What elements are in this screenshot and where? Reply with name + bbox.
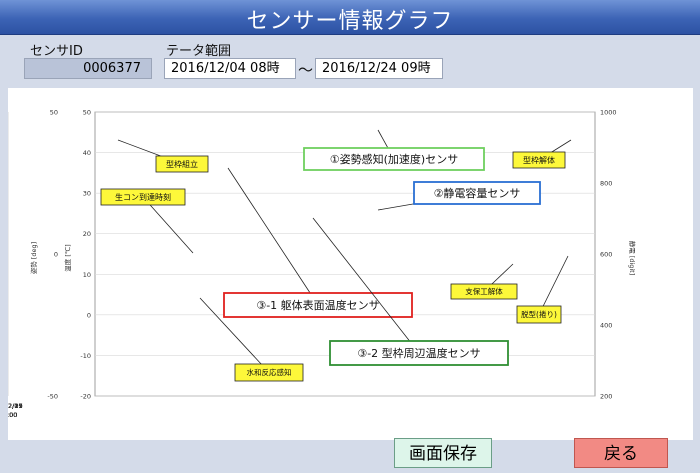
annotation-formwork-removal-box [512,151,566,169]
y-left-tick-label: 30 [83,190,91,198]
y-left-posture-axis-title: 姿勢 [deg] [29,242,38,274]
x-tick-time-label: 00:00 [8,411,17,419]
x-tick-date-label: 16/12/13 [8,402,23,410]
y-right-tick-label: 600 [600,251,612,259]
annotation-hydration-box [234,363,304,382]
callout-formwork-temp-sensor-box [329,340,509,366]
x-tick-date-label: 16/12/09 [8,402,23,410]
range-label: テータ範囲 [166,44,232,59]
x-tick-date-label: 16/12/15 [8,402,23,410]
annotation-formwork-assembly-box [155,155,209,173]
y-left-tick-label: 0 [87,311,91,319]
sensor-chart: 型枠組立期間コンクリート養生期間の情報を検知～記録 16/12/0500:0016… [0,88,637,419]
x-tick-time-label: 00:00 [8,411,17,419]
x-tick-time-label: 00:00 [8,411,17,419]
x-tick-time-label: 00:00 [8,411,17,419]
range-end-field[interactable]: 2016/12/24 09時 [315,58,443,79]
annotation-concrete-arrival-box [100,188,186,206]
annotation-hydration-label: 水和反応感知 [247,367,292,377]
y-left-tick-label: -10 [80,352,91,360]
annotation-shoring-removal-box [450,283,518,300]
y-left-outer-tick-label: -50 [47,393,58,401]
annotation-shoring-removal-label: 支保工解体 [465,286,503,296]
callout-surface-temp-sensor-leader [227,167,319,306]
x-tick-date-label: 16/12/23 [8,402,23,410]
annotation-demolding-box [516,305,562,324]
callout-surface-temp-sensor-label: ③-1 躯体表面温度センサ [256,298,379,312]
x-tick-date-label: 16/12/21 [8,402,23,410]
callout-capacitance-sensor-box [413,181,541,205]
y-left-tick-label: 50 [83,109,91,117]
y-left-tick-label: -20 [80,393,91,401]
window-title: センサー情報グラフ [246,9,454,34]
y-right-tick-label: 1000 [600,109,617,117]
callout-posture-sensor-box [303,147,485,171]
curing-period-label: コンクリート養生期間の情報を検知～記録 [8,93,75,102]
sensor-id-field: 0006377 [24,58,152,79]
annotation-formwork-removal-label: 型枠解体 [523,155,555,165]
annotation-demolding-label: 脱型(捲り) [521,309,557,319]
y-right-tick-label: 200 [600,393,612,401]
callout-posture-sensor-label: ①姿勢感知(加速度)センサ [330,152,458,166]
x-tick-time-label: 00:00 [8,411,17,419]
sensor-id-label: センサID [30,44,83,59]
y-left-tick-label: 10 [83,271,91,279]
y-left-temp-axis-title: 温度 [℃] [63,244,72,271]
save-screen-button[interactable]: 画面保存 [394,438,492,468]
x-tick-time-label: 00:00 [8,411,17,419]
callout-surface-temp-sensor-box [223,292,413,318]
x-tick-date-label: 16/12/07 [8,402,23,410]
annotation-demolding-leader [538,255,569,315]
title-bar: センサー情報グラフ [0,0,700,35]
annotation-hydration-leader [199,297,270,373]
callout-capacitance-sensor-label: ②静電容量センサ [434,186,521,200]
y-left-tick-label: 20 [83,230,91,238]
annotation-concrete-arrival-leader [142,196,194,254]
x-tick-date-label: 16/12/05 [8,402,23,410]
y-right-tick-label: 400 [600,322,612,330]
x-tick-time-label: 00:00 [8,411,17,419]
back-button[interactable]: 戻る [574,438,668,468]
x-tick-date-label: 16/12/17 [8,402,23,410]
callout-formwork-temp-sensor-label: ③-2 型枠周辺温度センサ [357,346,480,360]
y-left-tick-label: 40 [83,149,91,157]
y-left-outer-tick-label: 50 [50,109,58,117]
range-start-field[interactable]: 2016/12/04 08時 [164,58,296,79]
x-tick-time-label: 00:00 [8,411,17,419]
x-tick-date-label: 16/12/19 [8,402,23,410]
annotation-concrete-arrival-label: 生コン到達時刻 [115,192,171,202]
formwork-period-label: 型枠組立期間 [8,93,29,102]
chart-panel: 型枠組立期間コンクリート養生期間の情報を検知～記録 16/12/0500:0016… [0,88,693,440]
x-tick-time-label: 00:00 [8,411,17,419]
callout-formwork-temp-sensor-leader [312,217,420,354]
x-tick-time-label: 00:00 [8,411,17,419]
range-separator: ～ [298,61,314,79]
annotation-formwork-assembly-label: 型枠組立 [166,159,198,169]
y-right-tick-label: 800 [600,180,612,188]
y-left-outer-tick-label: 0 [54,251,58,259]
y-right-axis-title: 静電 [digit] [628,241,637,276]
x-tick-date-label: 16/12/11 [8,402,23,410]
